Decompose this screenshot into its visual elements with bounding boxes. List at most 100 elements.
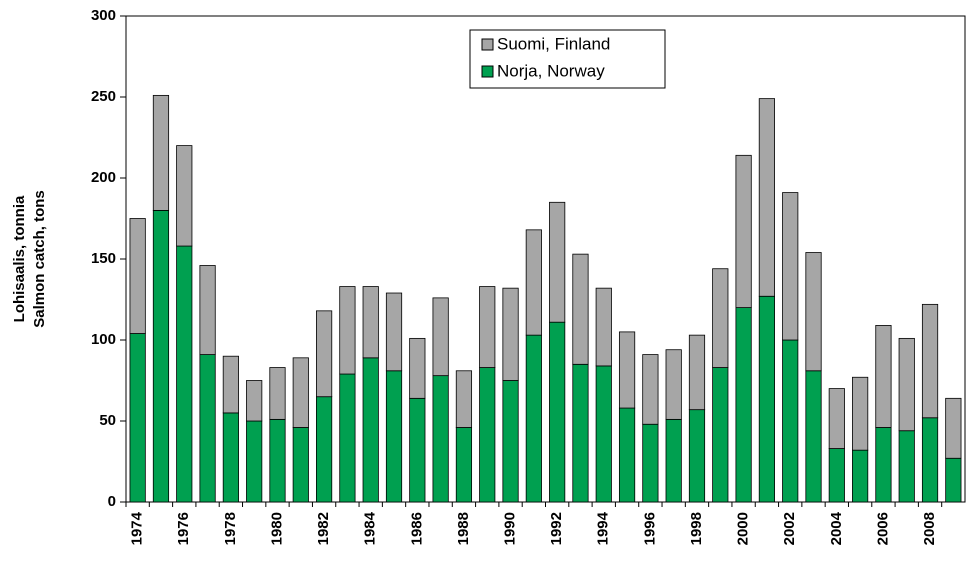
bar-segment [852,376,869,451]
x-tick-label: 1992 [548,512,565,545]
bar-segment [316,396,333,503]
bar-segment [292,427,309,503]
bar-segment [362,357,379,503]
bar-segment [525,229,542,336]
x-tick-label: 2006 [874,512,891,545]
bar-segment [665,349,682,420]
bar-segment [758,295,775,503]
x-tick-label: 1984 [362,511,379,545]
bar-segment [502,380,519,503]
bar-segment [455,370,473,428]
y-tick-label: 50 [99,412,116,429]
bar-segment [385,292,403,372]
x-tick-label: 2008 [921,512,938,545]
bar-segment [339,286,356,375]
bar-segment [828,448,845,503]
bar-segment [642,354,659,425]
bar-segment [782,192,799,341]
bar-segment [921,417,939,503]
x-tick-label: 1976 [175,512,192,545]
bar-segment [269,367,286,420]
bar-segment [595,365,612,503]
x-tick-label: 1998 [688,512,705,545]
bar-segment [572,253,589,365]
bar-segment [269,418,286,503]
x-tick-label: 1988 [455,512,472,545]
legend-label: Suomi, Finland [497,34,610,53]
bar-segment [432,375,449,503]
y-tick-label: 300 [91,7,116,24]
bar-segment [246,420,263,503]
bar-segment [222,355,239,414]
bar-segment [525,334,542,503]
bar-segment [618,331,636,409]
x-tick-label: 1978 [222,512,239,545]
bar-segment [409,397,426,503]
bar-segment [152,209,170,503]
bar-segment [246,380,263,422]
bar-segment [688,409,706,503]
bar-segment [222,412,239,503]
bar-segment [129,333,146,503]
bar-segment [805,252,822,372]
x-tick-label: 1990 [502,512,519,545]
bar-segment [385,370,403,503]
y-axis-label: Lohisaalis, tonnia [11,195,28,322]
x-tick-label: 1980 [268,512,285,545]
y-tick-label: 0 [108,493,116,510]
bar-segment [129,218,146,334]
bar-segment [549,201,566,323]
bar-segment [595,287,612,367]
bar-segment [549,321,566,503]
bar-segment [688,334,706,411]
legend-label: Norja, Norway [497,61,605,80]
bar-segment [898,337,915,432]
bar-segment [782,339,799,503]
x-tick-label: 2000 [735,512,752,545]
bar-segment [176,245,193,503]
y-axis-label: Salmon catch, tons [31,190,48,328]
y-tick-label: 100 [91,331,116,348]
bar-segment [828,388,845,449]
bar-segment [479,286,496,368]
bar-segment [852,449,869,503]
bar-segment [455,427,473,503]
legend-swatch [481,38,494,51]
bar-segment [292,357,309,428]
x-tick-label: 2004 [828,511,845,545]
y-tick-label: 150 [91,250,116,267]
bar-segment [712,367,729,503]
bar-segment [199,265,216,355]
bar-segment [642,423,659,503]
bar-segment [432,297,449,377]
y-tick-label: 200 [91,169,116,186]
bar-segment [572,363,589,503]
bar-segment [945,457,962,503]
y-tick-label: 250 [91,88,116,105]
bar-segment [316,310,333,398]
x-tick-label: 2002 [781,512,798,545]
bar-segment [618,407,636,503]
legend-box [469,29,666,89]
bar-segment [502,287,519,381]
bar-segment [875,427,892,503]
legend-swatch [481,65,494,78]
x-tick-label: 1994 [595,511,612,545]
x-tick-label: 1996 [641,512,658,545]
bar-segment [339,373,356,503]
bar-segment [921,303,939,419]
bar-segment [735,154,752,309]
bar-segment [805,370,822,503]
bar-segment [665,418,682,503]
bar-segment [945,397,962,459]
bar-segment [176,145,193,247]
x-tick-label: 1986 [408,512,425,545]
x-tick-label: 1982 [315,512,332,545]
bar-segment [898,430,915,503]
bar-segment [409,337,426,399]
bar-segment [875,325,892,428]
bar-segment [758,98,775,297]
bar-segment [479,367,496,503]
bar-segment [362,286,379,359]
